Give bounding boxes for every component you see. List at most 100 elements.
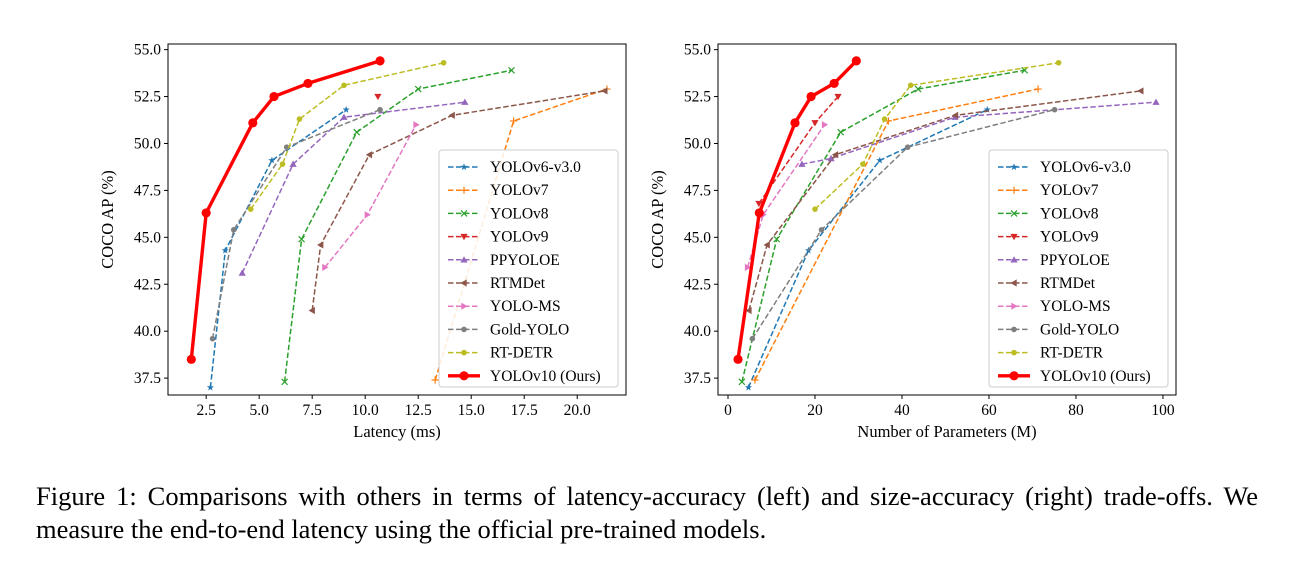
y-tick-label: 37.5	[684, 370, 711, 387]
legend-label: YOLOv6-v3.0	[1040, 159, 1131, 176]
series-line-rt-detr	[250, 62, 444, 210]
series-line-gold-yolo	[211, 109, 381, 339]
figure: 2.5 5.0 7.5 10.0 12.5 15.0 17.5 20.0 37.5 40.0 42.…	[98, 42, 1177, 441]
data-point-yolov9	[755, 200, 763, 208]
data-point-yolov8	[773, 235, 781, 243]
data-point-rtmdet	[317, 241, 324, 249]
data-point-yolov8	[353, 128, 361, 136]
legend-marker	[1010, 163, 1018, 171]
data-point-yolov9	[811, 120, 819, 127]
y-axis-label: COCO AP (%)	[648, 170, 667, 268]
legend-label: YOLO-MS	[1040, 298, 1111, 315]
data-point-yolov7	[1034, 85, 1042, 93]
x-tick-label: 20.0	[564, 402, 591, 419]
x-tick-label: 20	[807, 402, 823, 419]
legend-marker	[461, 302, 468, 310]
series-yolov6-v3-0	[206, 105, 350, 391]
data-point-rtmdet	[745, 306, 752, 315]
data-point-rtmdet	[951, 111, 959, 119]
x-tick-label: 5.0	[249, 402, 269, 419]
data-point-gold-yolo	[1051, 106, 1058, 113]
data-point-rtmdet	[365, 151, 373, 159]
data-point-yolov8	[837, 128, 845, 136]
data-point-rtmdet	[763, 241, 770, 249]
legend-item-yolov10-ours: YOLOv10 (Ours)	[998, 368, 1151, 385]
data-point-ppyoloe	[827, 154, 835, 162]
data-point-yolov6-v3-0	[744, 383, 753, 391]
legend-label: PPYOLOE	[490, 252, 560, 269]
y-tick-label: 40.0	[684, 323, 711, 340]
series-yolov10-ours	[733, 56, 861, 364]
legend-item-yolov6-v3-0: YOLOv6-v3.0	[448, 159, 581, 176]
legend-label: YOLOv9	[490, 229, 549, 246]
series-line-gold-yolo	[751, 108, 1055, 340]
legend-label: YOLOv10 (Ours)	[1040, 368, 1151, 385]
legend-marker	[460, 209, 468, 217]
data-point-gold-yolo	[749, 335, 756, 342]
chart-panel-latency: 2.5 5.0 7.5 10.0 12.5 15.0 17.5 20.0 37.5 40.0 42.…	[98, 42, 627, 441]
legend-item-yolo-ms: YOLO-MS	[998, 298, 1111, 315]
data-point-ppyoloe	[238, 269, 246, 276]
data-point-rt-detr	[296, 116, 303, 122]
data-point-rt-detr	[1055, 59, 1062, 66]
x-tick-label: 10.0	[352, 402, 379, 419]
x-tick-label: 17.5	[511, 402, 538, 419]
series-yolov7	[751, 85, 1042, 384]
legend-marker	[460, 163, 468, 171]
data-point-yolov10-ours	[186, 354, 196, 364]
series-line-yolov10-ours	[189, 59, 381, 360]
data-point-rt-detr	[440, 59, 447, 66]
series-line-yolov10-ours	[736, 59, 858, 360]
data-point-ppyoloe	[340, 113, 348, 120]
series-line-yolo-ms	[324, 124, 417, 268]
data-point-yolov10-ours	[248, 118, 258, 128]
legend-item-rt-detr: RT-DETR	[448, 345, 554, 362]
data-point-yolov9	[834, 93, 842, 101]
y-tick-label: 42.5	[684, 276, 711, 293]
data-point-yolov9	[374, 93, 382, 101]
series-ppyoloe	[238, 98, 469, 276]
x-tick-label: 12.5	[405, 402, 432, 419]
legend-marker	[1009, 371, 1019, 381]
legend-marker	[460, 233, 468, 241]
legend-marker	[1010, 256, 1018, 263]
legend-label: RT-DETR	[490, 345, 554, 362]
legend-label: YOLOv7	[1040, 182, 1099, 199]
legend-item-yolov10-ours: YOLOv10 (Ours)	[448, 368, 601, 385]
series-yolov6-v3-0	[744, 105, 991, 391]
y-tick-label: 55.0	[684, 42, 711, 59]
data-point-yolov10-ours	[733, 354, 743, 364]
y-tick-label: 40.0	[134, 323, 161, 340]
data-point-rt-detr	[812, 206, 818, 212]
data-point-gold-yolo	[283, 144, 290, 151]
data-point-gold-yolo	[818, 227, 825, 233]
legend: YOLOv6-v3.0 YOLOv7 YOLOv8 YOLOv9 PPYOLOE RTMD…	[988, 149, 1169, 388]
data-point-yolov10-ours	[806, 91, 816, 102]
data-point-yolov6-v3-0	[206, 383, 215, 391]
x-tick-label: 15.0	[458, 402, 485, 419]
series-yolov8	[281, 66, 515, 386]
series-yolov8	[738, 66, 1029, 386]
data-point-rt-detr	[341, 82, 347, 89]
x-tick-label: 2.5	[196, 402, 216, 419]
legend-marker	[1010, 209, 1018, 217]
series-rtmdet	[308, 87, 608, 315]
x-tick-label: 100	[1151, 402, 1175, 419]
legend-marker	[461, 326, 467, 333]
y-axis-label: COCO AP (%)	[98, 170, 117, 268]
series-yolov10-ours	[186, 56, 385, 364]
legend-box	[438, 149, 619, 388]
legend-label: RT-DETR	[1040, 345, 1104, 362]
legend-item-ppyoloe: PPYOLOE	[448, 252, 560, 269]
legend-marker	[461, 349, 467, 356]
data-point-rt-detr	[881, 116, 888, 122]
legend-item-yolov6-v3-0: YOLOv6-v3.0	[998, 159, 1131, 176]
series-gold-yolo	[209, 106, 383, 342]
data-point-yolov10-ours	[754, 208, 764, 218]
legend-item-gold-yolo: Gold-YOLO	[998, 321, 1119, 338]
legend-item-gold-yolo: Gold-YOLO	[448, 321, 569, 338]
legend-marker	[1010, 186, 1018, 194]
y-tick-label: 42.5	[134, 276, 161, 293]
data-point-ppyoloe	[798, 160, 806, 167]
legend-item-yolov9: YOLOv9	[998, 229, 1099, 246]
